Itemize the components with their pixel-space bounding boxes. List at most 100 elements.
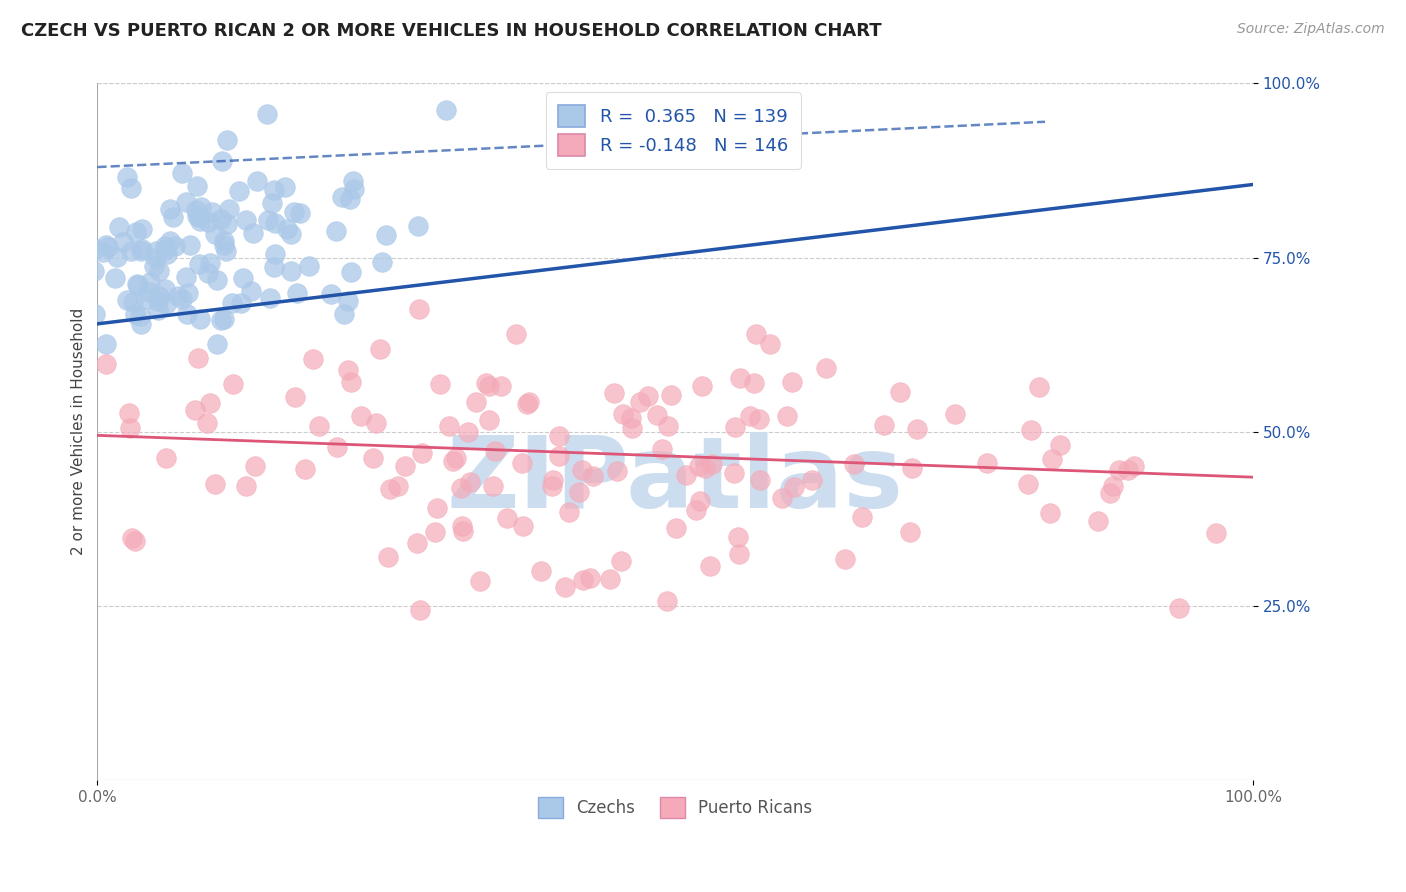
Point — [127, 277, 149, 291]
Point — [426, 501, 449, 516]
Point — [262, 196, 284, 211]
Point — [204, 476, 226, 491]
Point — [517, 395, 540, 409]
Point — [159, 234, 181, 248]
Point — [339, 192, 361, 206]
Point — [200, 204, 222, 219]
Point — [120, 421, 142, 435]
Point — [387, 479, 409, 493]
Point — [0, 314, 1, 328]
Text: CZECH VS PUERTO RICAN 2 OR MORE VEHICLES IN HOUSEHOLD CORRELATION CHART: CZECH VS PUERTO RICAN 2 OR MORE VEHICLES… — [21, 22, 882, 40]
Point — [209, 212, 232, 227]
Point — [325, 224, 347, 238]
Point — [179, 238, 201, 252]
Point — [239, 285, 262, 299]
Point — [394, 459, 416, 474]
Point — [148, 302, 170, 317]
Point — [283, 390, 305, 404]
Point — [288, 205, 311, 219]
Point — [38, 413, 60, 427]
Point — [235, 478, 257, 492]
Point — [205, 337, 228, 351]
Point — [257, 212, 280, 227]
Point — [645, 408, 668, 422]
Point — [510, 456, 533, 470]
Point — [905, 422, 928, 436]
Point — [215, 132, 238, 146]
Point — [263, 183, 285, 197]
Point — [1099, 485, 1122, 500]
Point — [665, 521, 688, 535]
Point — [610, 554, 633, 568]
Point — [458, 475, 481, 489]
Point — [204, 227, 226, 241]
Point — [637, 389, 659, 403]
Point — [218, 202, 240, 216]
Point — [659, 387, 682, 401]
Point — [17, 429, 39, 443]
Point — [411, 446, 433, 460]
Point — [165, 239, 187, 253]
Point — [96, 238, 118, 252]
Point — [475, 376, 498, 391]
Point — [603, 385, 626, 400]
Point — [105, 250, 128, 264]
Point — [1028, 380, 1050, 394]
Point — [242, 226, 264, 240]
Point — [104, 270, 127, 285]
Point — [25, 252, 48, 266]
Point — [148, 289, 170, 303]
Point — [228, 184, 250, 198]
Point — [217, 61, 239, 75]
Point — [342, 174, 364, 188]
Point — [67, 334, 90, 348]
Point — [129, 310, 152, 324]
Point — [675, 467, 697, 482]
Point — [325, 440, 347, 454]
Point — [195, 416, 218, 430]
Point — [235, 212, 257, 227]
Point — [340, 265, 363, 279]
Point — [188, 256, 211, 270]
Point — [446, 451, 468, 466]
Point — [125, 225, 148, 239]
Point — [212, 312, 235, 326]
Point — [655, 593, 678, 607]
Point — [620, 410, 643, 425]
Point — [1040, 452, 1063, 467]
Point — [94, 337, 117, 351]
Y-axis label: 2 or more Vehicles in Household: 2 or more Vehicles in Household — [72, 309, 86, 556]
Point — [162, 210, 184, 224]
Point — [482, 478, 505, 492]
Point — [155, 243, 177, 257]
Point — [243, 459, 266, 474]
Point — [540, 479, 562, 493]
Point — [155, 239, 177, 253]
Point — [124, 533, 146, 548]
Point — [200, 396, 222, 410]
Point — [745, 326, 768, 341]
Point — [186, 178, 208, 193]
Point — [263, 260, 285, 275]
Point — [121, 531, 143, 545]
Point — [484, 443, 506, 458]
Point — [976, 456, 998, 470]
Point — [63, 241, 86, 255]
Point — [724, 420, 747, 434]
Point — [183, 402, 205, 417]
Point — [872, 417, 894, 432]
Point — [727, 530, 749, 544]
Point — [159, 202, 181, 217]
Point — [256, 106, 278, 120]
Point — [285, 286, 308, 301]
Point — [145, 244, 167, 258]
Point — [221, 296, 243, 310]
Point — [699, 559, 721, 574]
Point — [343, 182, 366, 196]
Point — [434, 103, 457, 117]
Point — [135, 292, 157, 306]
Point — [298, 260, 321, 274]
Point — [143, 259, 166, 273]
Point — [177, 285, 200, 300]
Point — [748, 411, 770, 425]
